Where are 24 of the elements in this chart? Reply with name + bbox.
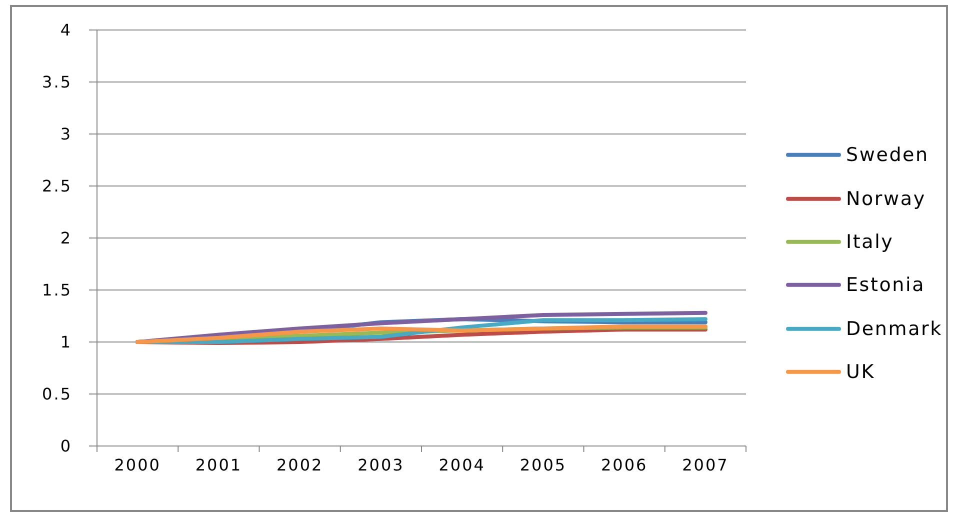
y-tick-label: 2 [60, 228, 72, 248]
y-tick-label: 3 [60, 124, 72, 144]
y-tick-label: 4 [60, 20, 72, 40]
x-tick-label: 2004 [438, 456, 486, 474]
y-tick-label: 3.5 [42, 72, 72, 92]
x-tick-label: 2005 [520, 456, 567, 474]
y-tick-label: 0.5 [42, 384, 72, 404]
legend-label: Italy [846, 230, 894, 253]
legend-label: Sweden [846, 144, 929, 166]
legend-label: Norway [846, 187, 926, 210]
x-tick-label: 2001 [195, 456, 242, 474]
x-tick-label: 2002 [276, 456, 324, 474]
chart-frame: 2000 2001 2002 2003 2004 2005 2006 2007 0 0.5 1 1.5 2 2.5 3 3.5 4 Sweden Norway Italy Estonia Denmark UK [10, 5, 948, 512]
y-tick-label: 2.5 [42, 176, 72, 196]
y-tick-label: 0 [60, 436, 72, 456]
x-tick-label: 2007 [682, 456, 729, 474]
legend-label: Estonia [846, 274, 926, 296]
y-tick-label: 1 [60, 332, 72, 352]
x-tick-label: 2003 [358, 456, 404, 474]
x-tick-label: 2006 [600, 456, 648, 474]
legend-label: UK [846, 360, 875, 383]
legend-label: Denmark [846, 318, 942, 340]
x-tick-label: 2000 [114, 456, 161, 474]
y-tick-label: 1.5 [42, 280, 72, 300]
